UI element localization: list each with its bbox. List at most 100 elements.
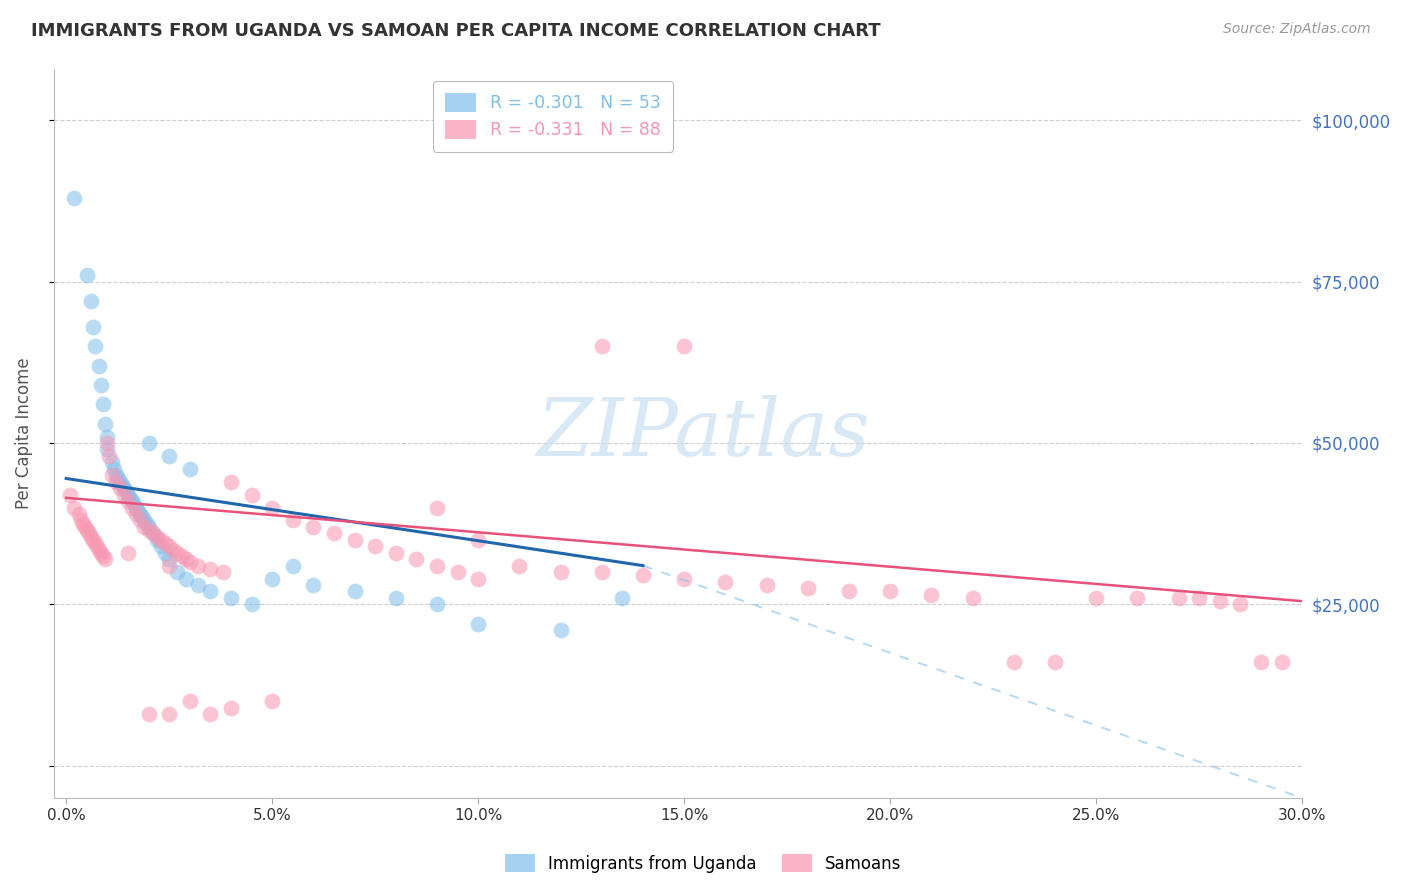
Text: IMMIGRANTS FROM UGANDA VS SAMOAN PER CAPITA INCOME CORRELATION CHART: IMMIGRANTS FROM UGANDA VS SAMOAN PER CAP… bbox=[31, 22, 880, 40]
Point bbox=[384, 546, 406, 560]
Point bbox=[179, 556, 201, 570]
Point bbox=[157, 707, 180, 722]
Point bbox=[920, 588, 942, 602]
Point bbox=[91, 549, 114, 563]
Point bbox=[89, 359, 111, 373]
Point bbox=[96, 436, 118, 450]
Point bbox=[179, 694, 201, 708]
Point bbox=[200, 584, 222, 599]
Point bbox=[90, 546, 112, 560]
Point bbox=[302, 520, 325, 534]
Point bbox=[129, 507, 152, 521]
Point bbox=[508, 558, 530, 573]
Point bbox=[115, 484, 138, 499]
Point bbox=[364, 539, 387, 553]
Point bbox=[153, 536, 176, 550]
Point bbox=[1229, 598, 1251, 612]
Point bbox=[149, 539, 172, 553]
Point bbox=[1209, 594, 1232, 608]
Point bbox=[162, 542, 184, 557]
Point bbox=[343, 533, 366, 547]
Point bbox=[550, 624, 572, 638]
Point bbox=[219, 700, 242, 714]
Point bbox=[187, 558, 209, 573]
Point bbox=[467, 572, 489, 586]
Point bbox=[755, 578, 778, 592]
Point bbox=[69, 513, 91, 527]
Point bbox=[90, 377, 112, 392]
Point bbox=[157, 552, 180, 566]
Point bbox=[262, 572, 284, 586]
Point bbox=[240, 488, 263, 502]
Point bbox=[76, 268, 98, 282]
Point bbox=[211, 565, 233, 579]
Point bbox=[117, 494, 139, 508]
Point bbox=[67, 507, 90, 521]
Point bbox=[157, 539, 180, 553]
Point bbox=[104, 468, 127, 483]
Point bbox=[219, 591, 242, 605]
Point bbox=[631, 568, 654, 582]
Point bbox=[112, 488, 135, 502]
Point bbox=[174, 552, 197, 566]
Point bbox=[127, 504, 149, 518]
Point bbox=[240, 598, 263, 612]
Point bbox=[96, 429, 118, 443]
Point bbox=[138, 436, 160, 450]
Point bbox=[89, 542, 111, 557]
Point bbox=[426, 500, 449, 515]
Point bbox=[82, 319, 104, 334]
Point bbox=[73, 520, 96, 534]
Point bbox=[174, 572, 197, 586]
Point bbox=[612, 591, 634, 605]
Point bbox=[121, 494, 143, 508]
Point bbox=[138, 523, 160, 537]
Point bbox=[384, 591, 406, 605]
Point bbox=[1126, 591, 1149, 605]
Point bbox=[111, 478, 134, 492]
Point bbox=[166, 565, 188, 579]
Point bbox=[134, 513, 156, 527]
Point bbox=[281, 558, 304, 573]
Point bbox=[108, 475, 131, 489]
Point bbox=[63, 500, 86, 515]
Point bbox=[94, 417, 117, 431]
Point bbox=[1270, 656, 1292, 670]
Point bbox=[72, 516, 94, 531]
Point bbox=[262, 694, 284, 708]
Point bbox=[86, 539, 108, 553]
Point bbox=[80, 530, 103, 544]
Point bbox=[1002, 656, 1025, 670]
Point bbox=[591, 339, 613, 353]
Point bbox=[797, 581, 820, 595]
Point bbox=[125, 507, 148, 521]
Point bbox=[426, 558, 449, 573]
Point bbox=[131, 510, 153, 524]
Point bbox=[94, 552, 117, 566]
Point bbox=[146, 533, 169, 547]
Point bbox=[118, 491, 141, 505]
Point bbox=[149, 533, 172, 547]
Point bbox=[1167, 591, 1189, 605]
Point bbox=[673, 572, 696, 586]
Point bbox=[146, 530, 169, 544]
Point bbox=[166, 546, 188, 560]
Point bbox=[591, 565, 613, 579]
Point bbox=[673, 339, 696, 353]
Point bbox=[104, 475, 127, 489]
Point bbox=[100, 455, 122, 469]
Point bbox=[59, 488, 82, 502]
Text: Source: ZipAtlas.com: Source: ZipAtlas.com bbox=[1223, 22, 1371, 37]
Point bbox=[103, 462, 125, 476]
Point bbox=[838, 584, 860, 599]
Point bbox=[76, 523, 98, 537]
Point bbox=[98, 449, 121, 463]
Point bbox=[302, 578, 325, 592]
Legend: R = -0.301   N = 53, R = -0.331   N = 88: R = -0.301 N = 53, R = -0.331 N = 88 bbox=[433, 81, 673, 152]
Point bbox=[200, 707, 222, 722]
Point bbox=[138, 520, 160, 534]
Point bbox=[84, 536, 107, 550]
Y-axis label: Per Capita Income: Per Capita Income bbox=[15, 358, 32, 509]
Point bbox=[179, 462, 201, 476]
Point bbox=[1250, 656, 1272, 670]
